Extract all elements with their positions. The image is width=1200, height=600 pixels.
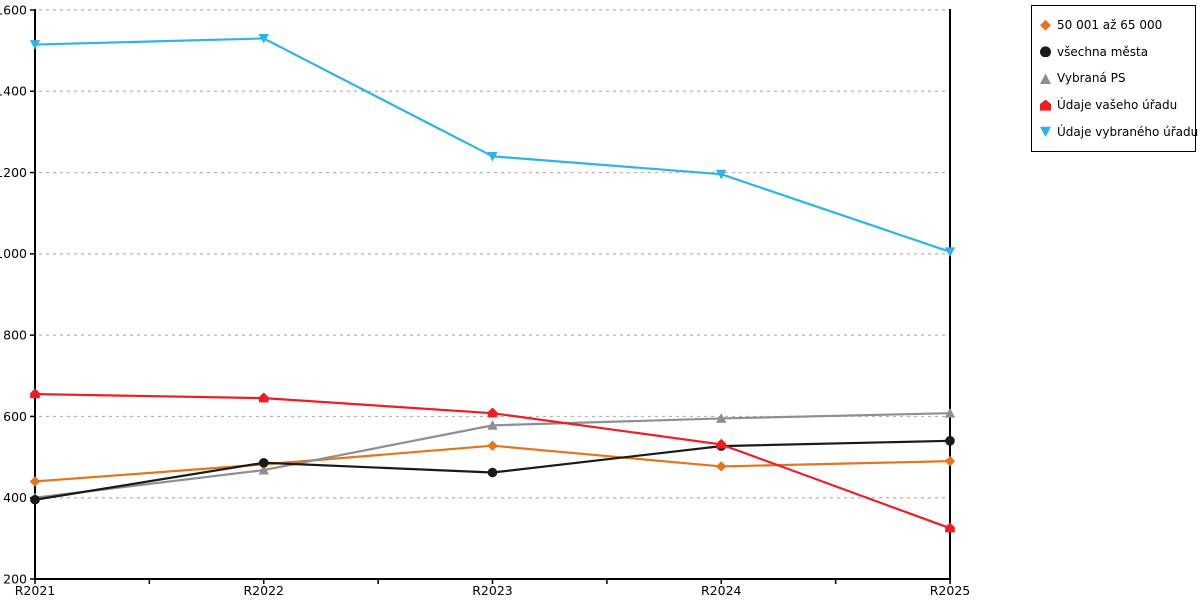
legend-label: všechna města bbox=[1057, 44, 1149, 59]
circle-marker-icon bbox=[1040, 46, 1051, 58]
legend-item: 50 001 až 65 000 bbox=[1040, 18, 1191, 32]
x-axis-tick-label: R2023 bbox=[472, 583, 513, 598]
y-axis-tick-label: 1200 bbox=[0, 165, 27, 180]
legend-label: 50 001 až 65 000 bbox=[1057, 18, 1163, 33]
x-axis-tick-label: R2021 bbox=[15, 583, 56, 598]
triangle-down-marker-icon bbox=[1040, 126, 1051, 138]
x-axis-tick-label: R2025 bbox=[930, 583, 971, 598]
legend-label: Vybraná PS bbox=[1057, 71, 1126, 86]
legend-item: všechna města bbox=[1040, 45, 1191, 59]
x-axis-tick-label: R2024 bbox=[701, 583, 742, 598]
legend-item: Údaje vašeho úřadu bbox=[1040, 98, 1191, 112]
legend-item: Údaje vybraného úřadu bbox=[1040, 125, 1198, 139]
legend-label: Údaje vašeho úřadu bbox=[1057, 98, 1178, 113]
pentagon-marker-icon bbox=[1040, 99, 1051, 111]
y-axis-tick-label: 1000 bbox=[0, 246, 27, 261]
legend-label: Údaje vybraného úřadu bbox=[1057, 124, 1199, 139]
y-axis-tick-label: 200 bbox=[3, 571, 27, 586]
legend-item: Vybraná PS bbox=[1040, 71, 1191, 85]
y-axis-tick-label: 1400 bbox=[0, 84, 27, 99]
y-axis-tick-label: 800 bbox=[3, 328, 27, 343]
y-axis-tick-label: 1600 bbox=[0, 2, 27, 17]
line-chart: 200 400 600 800 1000 1200 1400 1600 R2021 R2022 R2… bbox=[0, 2, 971, 598]
triangle-up-marker-icon bbox=[1040, 73, 1051, 84]
y-axis-tick-label: 400 bbox=[3, 490, 27, 505]
x-axis-tick-label: R2022 bbox=[244, 583, 285, 598]
series-line bbox=[34, 37, 951, 253]
diamond-marker-icon bbox=[1040, 19, 1051, 31]
y-axis-tick-label: 600 bbox=[3, 409, 27, 424]
legend: 50 001 až 65 000 všechna města Vybraná P… bbox=[1031, 5, 1198, 152]
